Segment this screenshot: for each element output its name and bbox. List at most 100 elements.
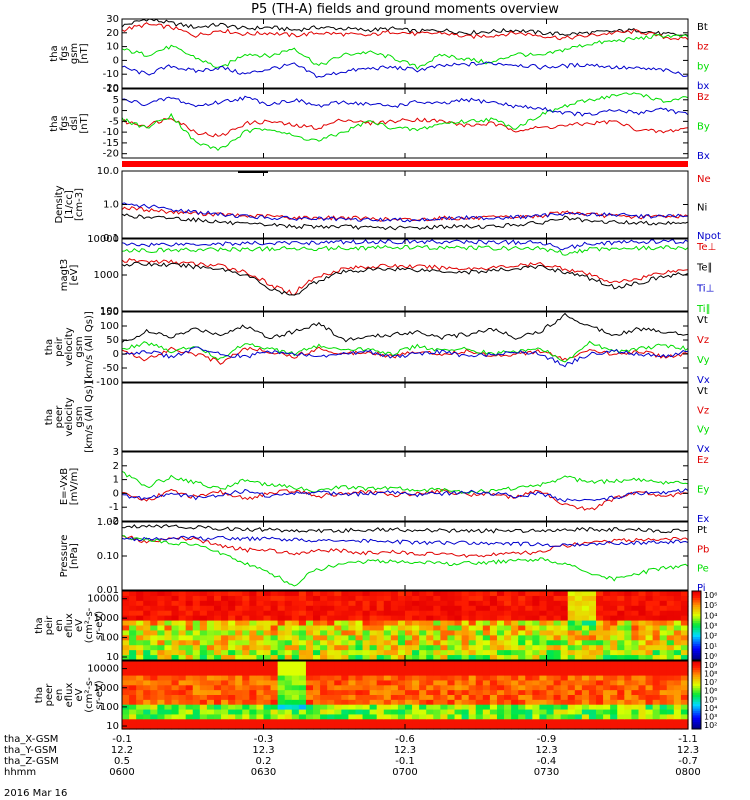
y-tick-label: 10 bbox=[106, 42, 119, 53]
spectrogram-cell bbox=[157, 719, 166, 725]
spectrogram-cell bbox=[588, 620, 597, 627]
spectrogram-cell bbox=[397, 675, 406, 682]
series-line-1 bbox=[122, 524, 688, 534]
spectrogram-cell bbox=[433, 635, 441, 641]
spectrogram-cell bbox=[603, 655, 611, 661]
spectrogram-cell bbox=[305, 620, 314, 627]
spectrogram-cell bbox=[143, 699, 151, 706]
spectrogram-cell bbox=[405, 620, 413, 627]
legend-label-1: Pt bbox=[697, 525, 707, 536]
spectrogram-cell bbox=[327, 695, 335, 701]
spectrogram-cell bbox=[221, 704, 229, 711]
spectrogram-cell bbox=[348, 645, 357, 651]
spectrogram-cell bbox=[567, 650, 576, 656]
spectrogram-cell bbox=[157, 610, 166, 617]
spectrogram-cell bbox=[355, 605, 364, 612]
spectrogram-cell bbox=[390, 655, 399, 661]
spectrogram-cell bbox=[122, 645, 130, 651]
spectrogram-cell bbox=[228, 615, 236, 622]
spectrogram-cell bbox=[426, 615, 434, 622]
spectrogram-cell bbox=[532, 655, 541, 661]
spectrogram-cell bbox=[320, 675, 328, 682]
spectrogram-cell bbox=[143, 680, 151, 686]
spectrogram-cell bbox=[242, 709, 250, 716]
spectrogram-cell bbox=[143, 605, 151, 612]
spectrogram-cell bbox=[617, 595, 625, 602]
spectrogram-cell bbox=[468, 635, 477, 641]
spectrogram-cell bbox=[242, 620, 250, 627]
spectrogram-cell bbox=[228, 640, 236, 646]
spectrogram-cell bbox=[511, 670, 519, 677]
spectrogram-cell bbox=[122, 591, 130, 597]
spectrogram-cell bbox=[468, 610, 477, 617]
spectrogram-cell bbox=[447, 655, 456, 661]
spectrogram-cell bbox=[447, 675, 456, 682]
spectrogram-cell bbox=[426, 724, 434, 730]
spectrogram-cell bbox=[390, 640, 399, 646]
spectrogram-cell bbox=[305, 704, 314, 711]
spectrogram-cell bbox=[213, 709, 222, 716]
spectrogram-cell bbox=[291, 655, 300, 661]
spectrogram-cell bbox=[504, 655, 512, 661]
spectrogram-cell bbox=[150, 605, 158, 612]
spectrogram-cell bbox=[383, 645, 392, 651]
spectrogram-cell bbox=[263, 690, 272, 696]
spectrogram-cell bbox=[440, 670, 449, 677]
spectrogram-cell bbox=[567, 595, 576, 602]
spectrogram-cell bbox=[291, 690, 300, 696]
spectrogram-cell bbox=[213, 690, 222, 696]
spectrogram-cell bbox=[440, 724, 449, 730]
spectrogram-cell bbox=[206, 665, 215, 672]
spectrogram-cell bbox=[468, 661, 477, 667]
spectrogram-cell bbox=[489, 650, 498, 656]
spectrogram-cell bbox=[122, 695, 130, 701]
spectrogram-cell bbox=[397, 625, 406, 632]
y-tick-label: -50 bbox=[103, 363, 119, 374]
spectrogram-cell bbox=[171, 610, 180, 617]
spectrogram-cell bbox=[313, 650, 321, 656]
spectrogram-cell bbox=[284, 615, 293, 622]
spectrogram-cell bbox=[652, 665, 661, 672]
spectrogram-cell bbox=[489, 661, 498, 667]
legend-label-2: Te∥ bbox=[696, 263, 713, 274]
spectrogram-cell bbox=[673, 675, 682, 682]
spectrogram-cell bbox=[666, 675, 675, 682]
colorbar-step bbox=[692, 653, 701, 656]
legend-label-3: Vy bbox=[697, 355, 710, 366]
spectrogram-cell bbox=[348, 595, 357, 602]
spectrogram-cell bbox=[574, 600, 583, 607]
spectrogram-cell bbox=[305, 595, 314, 602]
spectrogram-cell bbox=[171, 655, 180, 661]
spectrogram-cell bbox=[574, 655, 583, 661]
spectrogram-cell bbox=[489, 704, 498, 711]
y-tick-label: 100 bbox=[100, 321, 119, 332]
series-line-4 bbox=[122, 244, 688, 256]
spectrogram-cell bbox=[680, 615, 689, 622]
spectrogram-cell bbox=[305, 645, 314, 651]
spectrogram-cell bbox=[405, 610, 413, 617]
spectrogram-cell bbox=[164, 709, 173, 716]
spectrogram-cell bbox=[383, 615, 392, 622]
spectrogram-cell bbox=[383, 704, 392, 711]
spectrogram-cell bbox=[298, 685, 307, 691]
spectrogram-cell bbox=[341, 620, 349, 627]
y-tick-label: 0.01 bbox=[97, 585, 119, 596]
spectrogram-cell bbox=[390, 665, 399, 672]
spectrogram-cell bbox=[228, 695, 236, 701]
spectrogram-cell bbox=[249, 640, 258, 646]
spectrogram-cell bbox=[256, 615, 265, 622]
spectrogram-cell bbox=[397, 650, 406, 656]
spectrogram-cell bbox=[199, 630, 208, 636]
y-axis-label: tha peer velocity gsm [km/s (All Qs)] bbox=[44, 381, 95, 453]
spectrogram-cell bbox=[475, 675, 484, 682]
colorbar-step bbox=[692, 643, 701, 647]
spectrogram-cell bbox=[270, 714, 279, 720]
spectrogram-cell bbox=[390, 685, 399, 691]
spectrogram-cell bbox=[412, 704, 420, 711]
spectrogram-cell bbox=[143, 690, 151, 696]
spectrogram-cell bbox=[405, 605, 413, 612]
spectrogram-cell bbox=[277, 620, 286, 627]
spectrogram-cell bbox=[504, 620, 512, 627]
spectrogram-cell bbox=[581, 645, 590, 651]
spectrogram-cell bbox=[348, 620, 357, 627]
